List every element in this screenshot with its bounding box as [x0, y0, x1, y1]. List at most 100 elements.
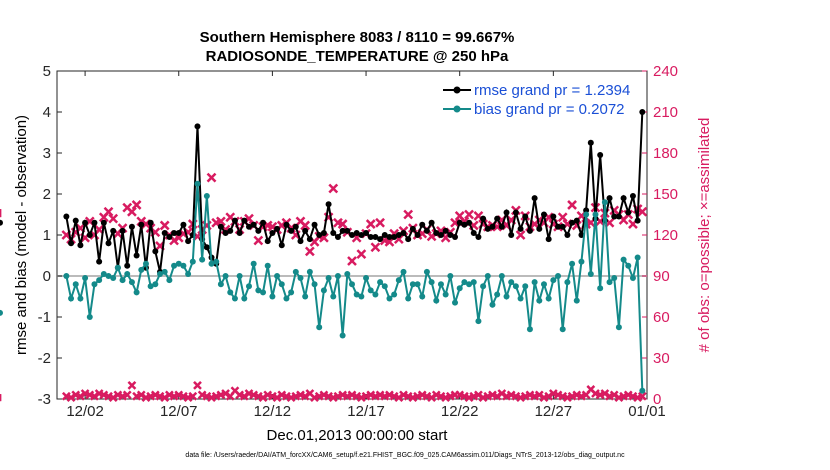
bias-point: [349, 281, 355, 288]
bias-point: [494, 291, 501, 298]
rmse-point: [494, 215, 501, 222]
bias-point: [86, 314, 93, 320]
obs-possible-point: [600, 389, 610, 398]
rmse-point: [559, 223, 566, 230]
y-right-tick-label: 60: [653, 309, 670, 326]
bias-point: [297, 275, 304, 282]
obs-assimilated-point: [347, 256, 357, 266]
legend: rmse grand pr = 1.2394 bias grand pr = 0…: [443, 82, 630, 118]
obs-assimilated-point: [304, 246, 315, 257]
rmse-point: [288, 227, 295, 234]
bias-point: [437, 281, 444, 288]
bias-point: [531, 279, 538, 286]
obs-possible-point: [239, 391, 249, 401]
obs-possible-point: [637, 391, 647, 401]
rmse-point: [222, 229, 229, 236]
bias-point: [484, 273, 491, 279]
obs-possible-point: [221, 389, 230, 398]
rmse-point: [166, 234, 173, 241]
rmse-point: [569, 219, 576, 226]
obs-possible-point: [272, 393, 282, 403]
obs-possible-point: [127, 380, 137, 390]
bias-point: [180, 262, 187, 269]
rmse-point: [498, 223, 505, 230]
obs-assimilated-point: [131, 200, 142, 210]
obs-assimilated-point: [356, 249, 367, 260]
rmse-point: [433, 229, 440, 236]
bias-point: [175, 260, 182, 267]
x-tick-label: 12/07: [160, 403, 198, 420]
bias-point: [142, 260, 149, 267]
bias-point: [334, 273, 341, 279]
rmse-point: [363, 229, 370, 236]
rmse-point: [161, 229, 168, 236]
rmse-point: [606, 195, 613, 202]
rmse-point: [512, 209, 519, 216]
obs-possible-series: [0, 380, 647, 403]
rmse-point: [517, 225, 524, 232]
bias-point: [367, 287, 374, 294]
rmse-point: [194, 123, 201, 130]
y-right-tick-label: 210: [653, 104, 678, 121]
bias-point: [264, 262, 271, 269]
rmse-point: [330, 229, 337, 236]
bias-point: [583, 211, 590, 218]
bias-point: [0, 309, 3, 316]
obs-possible-point: [66, 393, 76, 403]
bias-point: [213, 258, 220, 265]
rmse-point: [325, 201, 332, 208]
rmse-point: [531, 195, 538, 202]
rmse-point: [241, 217, 248, 224]
rmse-point: [255, 227, 262, 234]
rmse-point: [615, 213, 622, 220]
obs-possible-point: [534, 390, 544, 400]
y-tick-label: 4: [43, 104, 51, 121]
obs-possible-point: [544, 391, 554, 401]
left-axis-ticks: -3 -2 -1 0 1 2 3 4 5: [38, 63, 62, 408]
rmse-point: [82, 219, 89, 226]
rmse-point: [185, 238, 192, 245]
obs-assimilated-point: [206, 172, 217, 183]
rmse-point: [639, 109, 646, 115]
rmse-point: [400, 229, 407, 236]
rmse-point: [395, 232, 402, 238]
rmse-point: [466, 219, 473, 226]
bias-point: [466, 281, 473, 288]
bias-point: [302, 293, 309, 300]
rmse-point: [306, 236, 313, 243]
rmse-point: [63, 213, 70, 220]
right-axis-ticks: 0 30 60 90 120 150 180 210 240: [642, 63, 678, 408]
rmse-point: [138, 221, 145, 228]
bias-point: [629, 275, 636, 282]
bias-point: [138, 266, 145, 273]
y-tick-label: -2: [38, 350, 51, 367]
y-axis-label-right: # of obs: o=possible; ×=assimilated: [696, 118, 713, 353]
obs-assimilated-point: [370, 242, 381, 253]
rmse-point: [583, 207, 590, 214]
rmse-point: [489, 223, 496, 230]
bias-point: [381, 283, 388, 290]
rmse-point: [283, 221, 290, 228]
obs-possible-point: [474, 390, 483, 400]
bias-point: [428, 279, 435, 286]
bias-point: [250, 260, 257, 267]
bias-point: [222, 273, 229, 279]
bias-point: [166, 277, 173, 284]
legend-bias-label: bias grand pr = 0.2072: [474, 101, 625, 118]
bias-point: [330, 293, 337, 300]
bias-point: [400, 268, 407, 275]
obs-assimilated-point: [337, 219, 348, 229]
bias-series: [0, 180, 646, 394]
bias-point: [611, 275, 618, 282]
rmse-point: [456, 219, 463, 226]
bias-point: [316, 324, 323, 331]
bias-point: [306, 268, 313, 275]
rmse-point: [409, 225, 416, 232]
rmse-point: [128, 223, 135, 230]
rmse-point: [508, 232, 515, 238]
obs-assimilated-point: [108, 213, 119, 224]
x-tick-label: 12/17: [347, 403, 385, 420]
bias-point: [185, 270, 192, 277]
bias-point: [288, 289, 295, 296]
rmse-point: [302, 227, 309, 234]
